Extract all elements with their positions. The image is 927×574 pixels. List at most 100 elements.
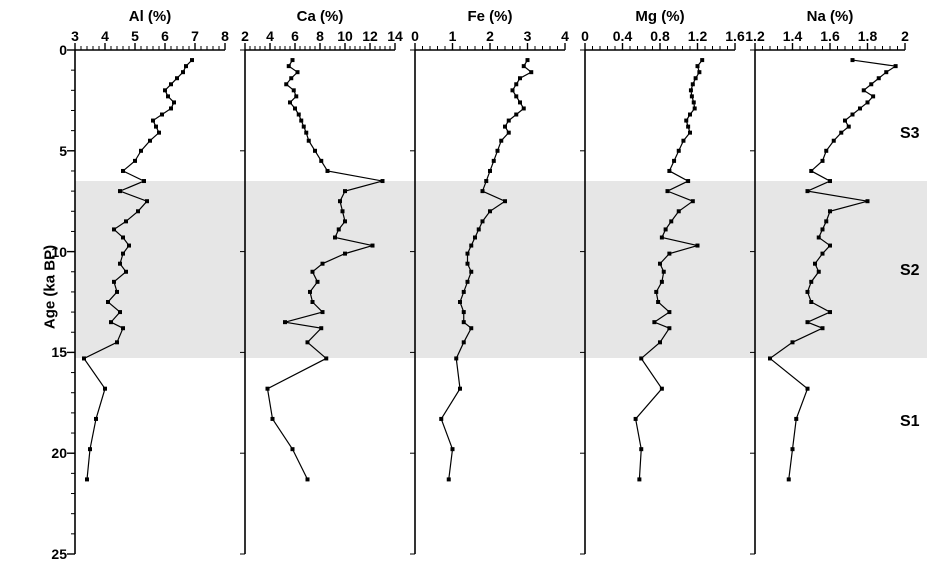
data-marker [166, 94, 170, 98]
panel-svg [755, 50, 905, 554]
xtick-label: 0.4 [613, 28, 632, 44]
data-marker [809, 300, 813, 304]
data-marker [514, 94, 518, 98]
data-marker [492, 159, 496, 163]
data-marker [690, 94, 694, 98]
xtick-label: 0 [411, 28, 419, 44]
xtick-label: 1.2 [688, 28, 707, 44]
xtick-label: 0.8 [650, 28, 669, 44]
data-marker [828, 244, 832, 248]
data-marker [337, 227, 341, 231]
panel-svg [245, 50, 395, 554]
data-marker [469, 326, 473, 330]
data-marker [652, 320, 656, 324]
data-marker [667, 310, 671, 314]
data-marker [124, 219, 128, 223]
data-marker [292, 88, 296, 92]
series-line [770, 60, 896, 479]
data-marker [121, 235, 125, 239]
data-marker [115, 340, 119, 344]
xtick-label: 8 [221, 28, 229, 44]
data-marker [688, 113, 692, 117]
data-marker [462, 290, 466, 294]
data-marker [791, 447, 795, 451]
data-marker [271, 417, 275, 421]
data-marker [522, 64, 526, 68]
data-marker [688, 131, 692, 135]
data-marker [321, 262, 325, 266]
data-marker [692, 100, 696, 104]
data-marker [894, 64, 898, 68]
data-marker [124, 270, 128, 274]
ytick-label: 10 [51, 244, 75, 260]
data-marker [877, 76, 881, 80]
data-marker [817, 235, 821, 239]
data-marker [321, 310, 325, 314]
data-marker [871, 94, 875, 98]
data-marker [118, 189, 122, 193]
data-marker [691, 82, 695, 86]
data-marker [637, 477, 641, 481]
data-marker [297, 113, 301, 117]
data-marker [496, 149, 500, 153]
data-marker [190, 58, 194, 62]
xtick-label: 14 [387, 28, 403, 44]
data-marker [311, 270, 315, 274]
data-marker [693, 106, 697, 110]
data-marker [157, 131, 161, 135]
data-marker [121, 252, 125, 256]
data-marker [160, 113, 164, 117]
panel-title: Fe (%) [415, 8, 565, 25]
data-marker [439, 417, 443, 421]
data-marker [488, 209, 492, 213]
panel-title: Mg (%) [585, 8, 735, 25]
data-marker [466, 262, 470, 266]
data-marker [526, 58, 530, 62]
data-marker [284, 82, 288, 86]
data-marker [338, 199, 342, 203]
ytick-label: 15 [51, 344, 75, 360]
panel-na: Na (%)1.21.41.61.82 [755, 50, 905, 554]
data-marker [639, 447, 643, 451]
xtick-label: 8 [316, 28, 324, 44]
data-marker [333, 235, 337, 239]
data-marker [666, 189, 670, 193]
series-line [636, 60, 703, 479]
data-marker [529, 70, 533, 74]
data-marker [866, 100, 870, 104]
xtick-label: 12 [362, 28, 378, 44]
ytick-label: 5 [59, 143, 75, 159]
data-marker [184, 64, 188, 68]
data-marker [311, 300, 315, 304]
data-marker [289, 76, 293, 80]
data-marker [316, 280, 320, 284]
data-marker [697, 70, 701, 74]
xtick-label: 1.2 [745, 28, 764, 44]
data-marker [181, 70, 185, 74]
data-marker [667, 326, 671, 330]
data-marker [371, 244, 375, 248]
data-marker [112, 280, 116, 284]
ytick-label: 0 [59, 42, 75, 58]
panel-fe: Fe (%)01234 [415, 50, 565, 554]
panel-al: Al (%)3456780510152025 [75, 50, 225, 554]
data-marker [832, 139, 836, 143]
data-marker [851, 113, 855, 117]
data-marker [518, 100, 522, 104]
data-marker [462, 310, 466, 314]
data-marker [518, 76, 522, 80]
data-marker [686, 179, 690, 183]
data-marker [313, 149, 317, 153]
data-marker [514, 113, 518, 117]
data-marker [169, 82, 173, 86]
xtick-label: 6 [161, 28, 169, 44]
data-marker [806, 320, 810, 324]
data-marker [175, 76, 179, 80]
data-marker [660, 280, 664, 284]
data-marker [106, 300, 110, 304]
data-marker [689, 88, 693, 92]
data-marker [791, 340, 795, 344]
data-marker [839, 131, 843, 135]
data-marker [324, 356, 328, 360]
series-line [268, 60, 383, 479]
